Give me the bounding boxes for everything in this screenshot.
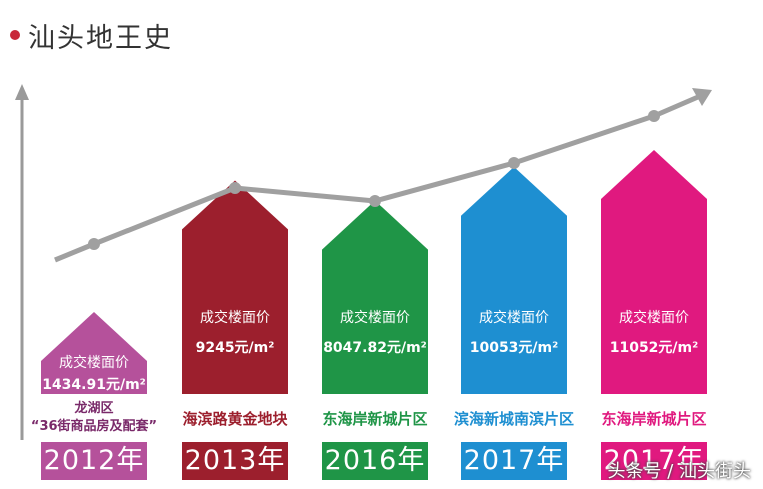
district-label-2: 海滨路黄金地块 bbox=[160, 410, 310, 428]
price-value: 1434.91元/m² bbox=[42, 377, 146, 393]
price-value: 9245元/m² bbox=[195, 340, 275, 356]
price-value: 11052元/m² bbox=[609, 340, 699, 356]
district-label-3: 东海岸新城片区 bbox=[300, 410, 450, 428]
price-label-1: 成交楼面价 1434.91元/m² bbox=[41, 352, 147, 396]
bar-house-1 bbox=[41, 312, 147, 394]
price-value: 10053元/m² bbox=[469, 340, 559, 356]
page-title: 汕头地王史 bbox=[28, 23, 173, 54]
district-line: 龙湖区 bbox=[74, 401, 114, 416]
district-label-5: 东海岸新城片区 bbox=[579, 410, 729, 428]
year-label-1: 2012年 bbox=[41, 442, 147, 480]
district-line: “36街商品房及配套” bbox=[30, 419, 158, 434]
year-label-3: 2016年 bbox=[322, 442, 428, 480]
price-caption: 成交楼面价 bbox=[479, 310, 549, 326]
price-caption: 成交楼面价 bbox=[59, 355, 129, 371]
price-label-4: 成交楼面价 10053元/m² bbox=[461, 307, 567, 359]
bar-house-5 bbox=[601, 150, 707, 394]
district-line: 东海岸新城片区 bbox=[322, 410, 428, 428]
year-label-4: 2017年 bbox=[461, 442, 567, 480]
bar-house-3 bbox=[322, 200, 428, 394]
year-label-5: 2017年 bbox=[601, 442, 707, 480]
price-label-3: 成交楼面价 8047.82元/m² bbox=[322, 307, 428, 359]
price-label-2: 成交楼面价 9245元/m² bbox=[182, 307, 288, 359]
price-caption: 成交楼面价 bbox=[340, 310, 410, 326]
year-label-2: 2013年 bbox=[182, 442, 288, 480]
y-axis-arrow-icon bbox=[15, 84, 29, 100]
price-caption: 成交楼面价 bbox=[200, 310, 270, 326]
district-line: 海滨路黄金地块 bbox=[182, 410, 288, 428]
price-value: 8047.82元/m² bbox=[323, 340, 427, 356]
trend-point-5 bbox=[648, 110, 660, 122]
trend-point-3 bbox=[369, 195, 381, 207]
bar-house-2 bbox=[182, 180, 288, 394]
title-bullet bbox=[10, 30, 20, 40]
district-line: 滨海新城南滨片区 bbox=[453, 410, 574, 428]
trend-point-1 bbox=[88, 238, 100, 250]
watermark: 头条号 / 汕头街头 bbox=[607, 461, 751, 482]
trend-arrow-icon bbox=[692, 88, 712, 106]
district-label-1: 龙湖区 “36街商品房及配套” bbox=[19, 400, 169, 436]
bar-house-4 bbox=[461, 166, 567, 394]
price-caption: 成交楼面价 bbox=[619, 310, 689, 326]
trend-point-2 bbox=[229, 182, 241, 194]
district-label-4: 滨海新城南滨片区 bbox=[439, 410, 589, 428]
district-line: 东海岸新城片区 bbox=[601, 410, 707, 428]
trend-point-4 bbox=[508, 157, 520, 169]
price-label-5: 成交楼面价 11052元/m² bbox=[601, 307, 707, 359]
